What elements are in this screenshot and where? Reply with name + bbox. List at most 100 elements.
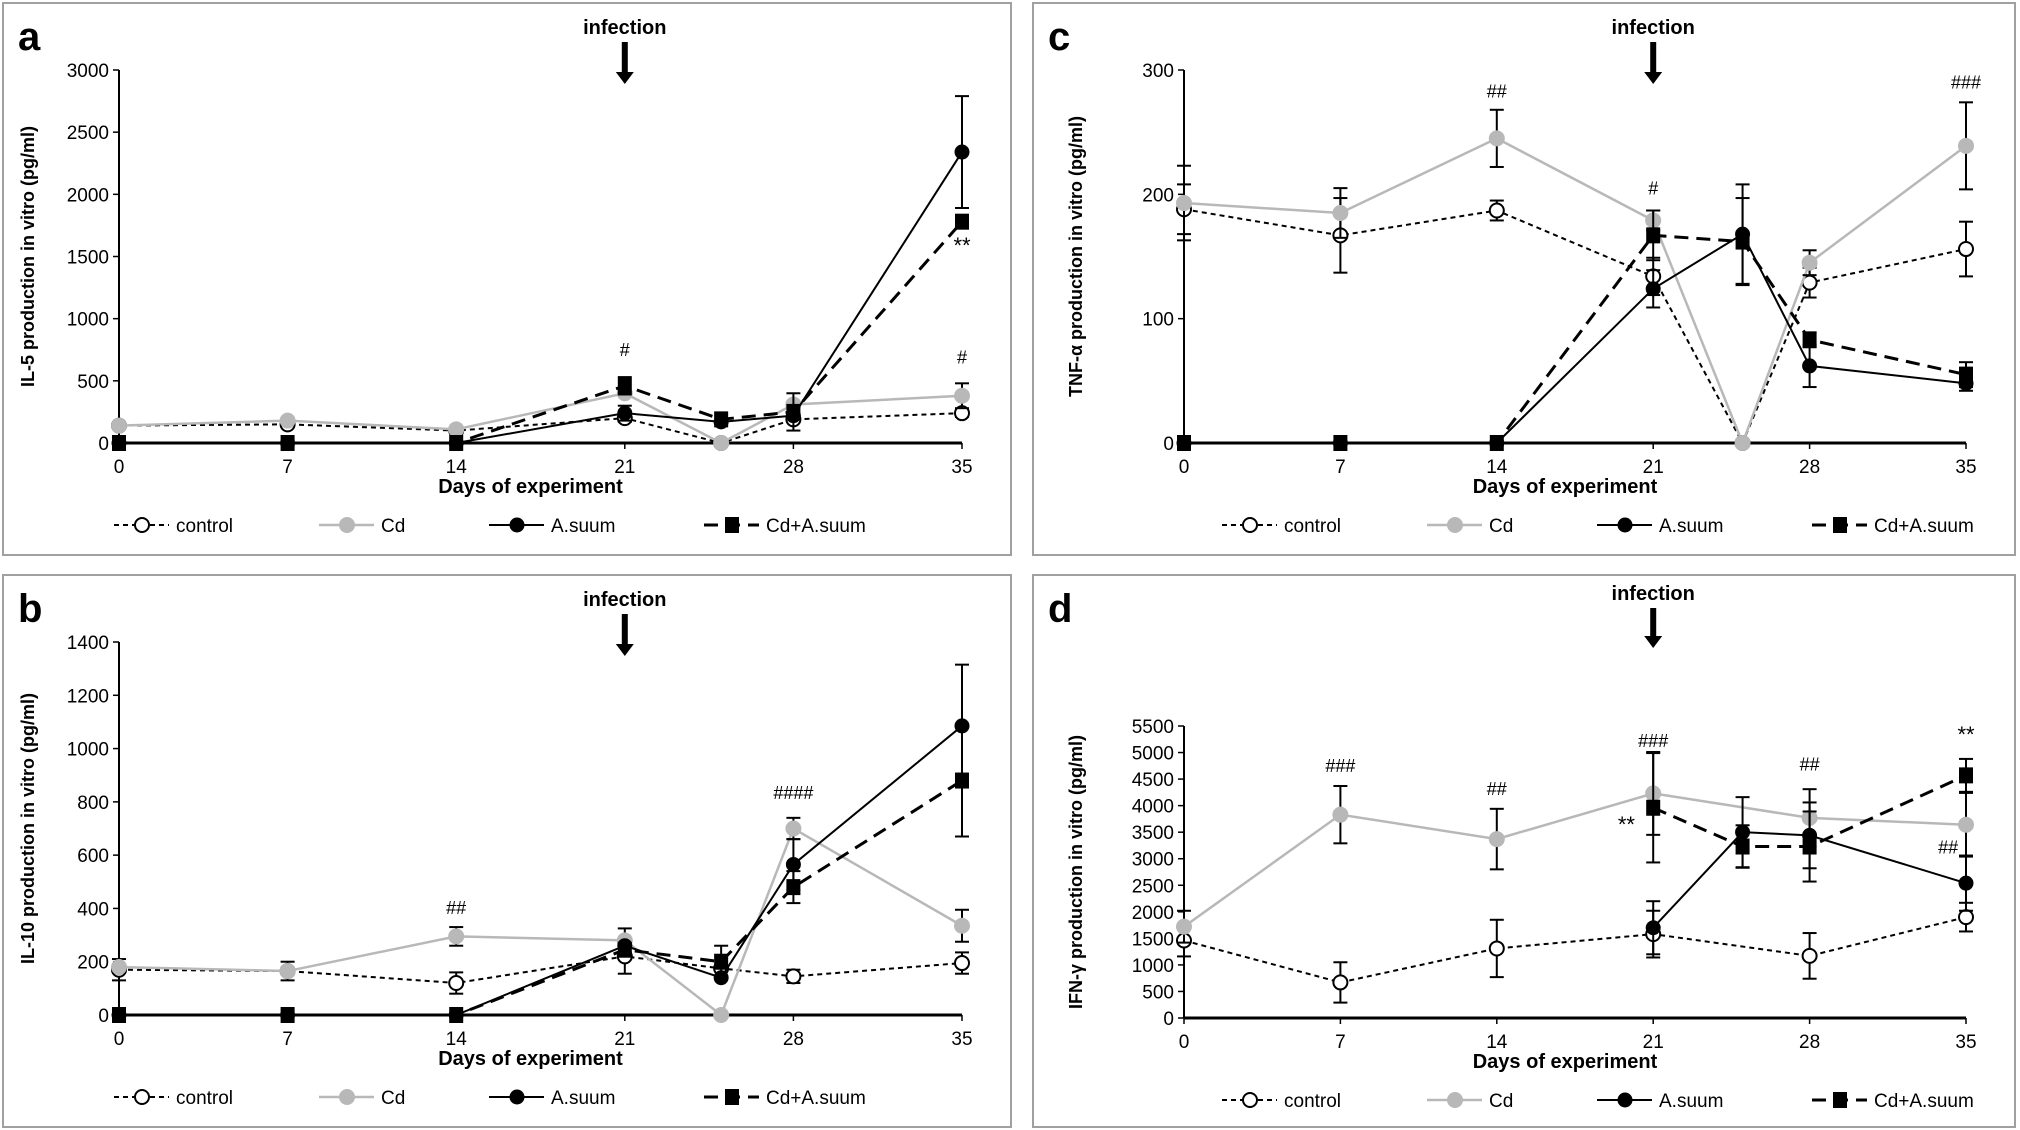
y-tick-label: 800	[77, 793, 109, 814]
data-point	[1332, 974, 1349, 991]
series-cd	[111, 816, 970, 1023]
legend-item-cdasuum: Cd+A.suum	[704, 516, 866, 537]
x-tick-label: 35	[1955, 457, 1976, 478]
chart-svg-a: a infection 0 500 1000 1500 2000 2500 3000 0 7 14 21…	[18, 15, 973, 537]
data-point	[954, 917, 970, 934]
legend-item-asuum: A.suum	[489, 1088, 615, 1109]
y-tick-label: 1400	[67, 633, 109, 654]
significance-mark: #	[1648, 178, 1658, 198]
legend-marker	[134, 1089, 150, 1105]
data-point	[1801, 254, 1818, 271]
series-cd	[1176, 101, 1974, 451]
series-control	[1176, 183, 1974, 451]
x-tick-label: 35	[951, 457, 972, 478]
data-point	[954, 144, 970, 160]
legend-item-control: control	[1222, 1091, 1341, 1112]
panel-a: a infection 0 500 1000 1500 2000 2500 3000 0 7 14 21…	[2, 2, 1012, 556]
legend-marker	[339, 517, 355, 533]
data-point	[1734, 435, 1751, 451]
legend-label: Cd+A.suum	[1874, 1091, 1974, 1112]
y-tick-label: 0	[1163, 1009, 1174, 1030]
infection-arrow-head	[615, 644, 634, 656]
series-cdasuum	[112, 213, 969, 451]
data-point	[1958, 816, 1974, 833]
series-line	[1652, 831, 1967, 929]
data-point	[786, 403, 801, 420]
legend-label: Cd	[1489, 1091, 1513, 1112]
legend-label: Cd+A.suum	[766, 516, 866, 537]
y-tick-label: 0	[98, 434, 109, 455]
legend-label: Cd+A.suum	[1874, 516, 1974, 537]
x-tick-label: 7	[282, 457, 293, 478]
legend-marker	[134, 517, 150, 533]
legend-item-control: control	[1222, 516, 1341, 537]
y-tick-label: 4000	[1132, 797, 1174, 818]
data-point	[1958, 875, 1974, 891]
legend-marker	[339, 1089, 355, 1105]
y-tick-label: 0	[1163, 434, 1174, 455]
series-asuum	[111, 95, 970, 451]
data-point	[1488, 831, 1505, 848]
x-tick-label: 7	[282, 1029, 293, 1050]
panel-b: b infection 0 200 400 600 800 1000 1200 1400 0 7 14 2…	[2, 574, 1012, 1128]
data-point	[111, 959, 127, 976]
data-point	[1646, 227, 1661, 244]
legend-label: control	[176, 516, 233, 537]
x-tick-label: 28	[783, 457, 804, 478]
x-tick-label: 21	[1643, 457, 1664, 478]
data-point	[617, 941, 632, 958]
y-tick-label: 1500	[1132, 929, 1174, 950]
legend-label: Cd	[381, 1088, 405, 1109]
y-tick-label: 1200	[67, 686, 109, 707]
x-tick-label: 28	[783, 1029, 804, 1050]
significance-mark: ##	[446, 898, 466, 918]
y-tick-label: 500	[77, 372, 109, 393]
data-point	[714, 411, 729, 428]
series-cdasuum	[1177, 197, 1973, 451]
significance-mark: **	[953, 233, 971, 258]
legend-marker	[509, 1089, 525, 1105]
data-point	[1489, 435, 1504, 451]
legend-label: A.suum	[1659, 1091, 1723, 1112]
legend-marker	[725, 517, 739, 533]
x-tick-label: 0	[114, 1029, 125, 1050]
infection-arrow-head	[1644, 636, 1663, 648]
data-point	[449, 1007, 464, 1023]
series-line	[1652, 774, 1967, 849]
data-point	[1488, 940, 1505, 957]
x-axis-label: Days of experiment	[438, 1048, 623, 1070]
series-line	[1183, 208, 1967, 446]
infection-label: infection	[583, 17, 666, 39]
data-point	[713, 435, 730, 451]
data-point	[1177, 435, 1191, 451]
legend-item-cd: Cd	[1427, 516, 1513, 537]
y-tick-label: 5500	[1132, 717, 1174, 738]
y-axis-label: IL-10 production in vitro (pg/ml)	[18, 693, 38, 964]
y-tick-label: 300	[1142, 61, 1174, 82]
legend-marker	[1242, 1092, 1258, 1108]
data-point	[617, 377, 632, 394]
legend-marker	[725, 1089, 739, 1105]
data-point	[955, 213, 969, 230]
data-point	[1332, 806, 1349, 823]
significance-mark: #	[620, 340, 630, 360]
legend-item-cd: Cd	[319, 1088, 405, 1109]
y-axis-label: TNF-α production in vitro (pg/ml)	[1066, 116, 1086, 397]
panel-c: c infection 0 100 200 300 0 7 14 21 28 35 Days of ex…	[1032, 2, 2016, 556]
y-tick-label: 100	[1142, 310, 1174, 331]
legend-marker	[1617, 517, 1633, 533]
data-point	[1333, 435, 1348, 451]
legend-label: A.suum	[1659, 516, 1723, 537]
legend-label: A.suum	[551, 516, 615, 537]
series-line	[1184, 233, 1967, 445]
data-point	[280, 1007, 295, 1023]
significance-mark: ##	[1938, 837, 1958, 857]
y-tick-label: 1000	[67, 310, 109, 331]
legend-label: Cd	[1489, 516, 1513, 537]
data-point	[1958, 241, 1974, 258]
data-point	[617, 405, 633, 421]
legend-item-cdasuum: Cd+A.suum	[1812, 1091, 1974, 1112]
x-axis-label: Days of experiment	[1473, 476, 1658, 498]
data-point	[1958, 137, 1974, 154]
data-point	[1802, 838, 1817, 855]
